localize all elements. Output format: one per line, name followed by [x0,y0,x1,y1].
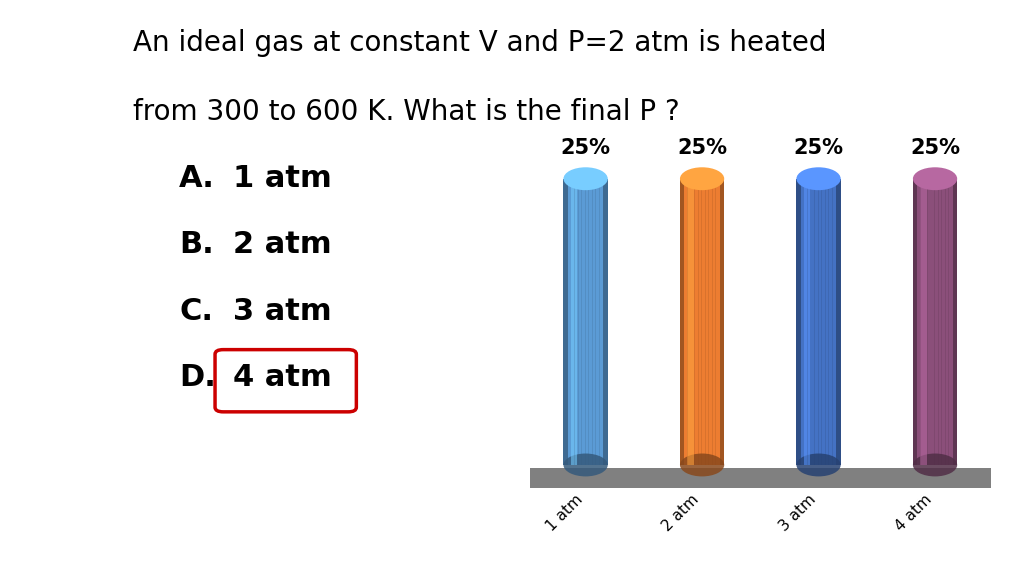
Text: 1 atm: 1 atm [233,164,332,193]
Bar [797,179,801,465]
Text: 1 atm: 1 atm [544,492,586,535]
Text: B.: B. [179,230,214,259]
Text: D.: D. [179,363,216,392]
Bar [913,179,918,465]
Ellipse shape [563,453,607,476]
Bar [913,179,957,465]
Bar [921,179,927,465]
Bar [563,179,607,465]
Ellipse shape [797,167,841,190]
Bar [952,179,957,465]
Ellipse shape [680,167,724,190]
Text: 4 atm: 4 atm [233,363,332,392]
Text: from 300 to 600 K. What is the final P ?: from 300 to 600 K. What is the final P ? [133,98,680,126]
Bar [680,179,724,465]
Ellipse shape [563,167,607,190]
Bar [837,179,841,465]
Bar [797,179,841,465]
Text: C.: C. [179,297,213,325]
Bar [603,179,607,465]
Text: An ideal gas at constant V and P=2 atm is heated: An ideal gas at constant V and P=2 atm i… [133,29,826,57]
Bar [563,179,568,465]
Bar [571,179,578,465]
Bar [720,179,724,465]
Bar [529,468,991,487]
Bar [804,179,810,465]
Ellipse shape [797,453,841,476]
Text: 2 atm: 2 atm [233,230,332,259]
Text: A.: A. [179,164,215,193]
Ellipse shape [913,453,957,476]
Text: 4 atm: 4 atm [893,492,935,535]
Text: 25%: 25% [677,138,727,158]
Bar [680,179,684,465]
Bar [687,179,693,465]
Text: 25%: 25% [910,138,961,158]
Text: 3 atm: 3 atm [233,297,332,325]
Text: 25%: 25% [560,138,610,158]
Text: 2 atm: 2 atm [659,492,702,535]
Text: 25%: 25% [794,138,844,158]
Text: 3 atm: 3 atm [776,492,818,535]
Ellipse shape [913,167,957,190]
Ellipse shape [680,453,724,476]
